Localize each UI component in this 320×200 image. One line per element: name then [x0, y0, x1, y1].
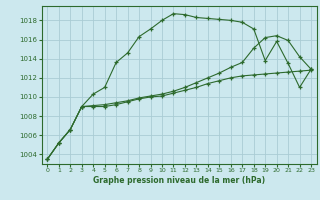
X-axis label: Graphe pression niveau de la mer (hPa): Graphe pression niveau de la mer (hPa)	[93, 176, 265, 185]
